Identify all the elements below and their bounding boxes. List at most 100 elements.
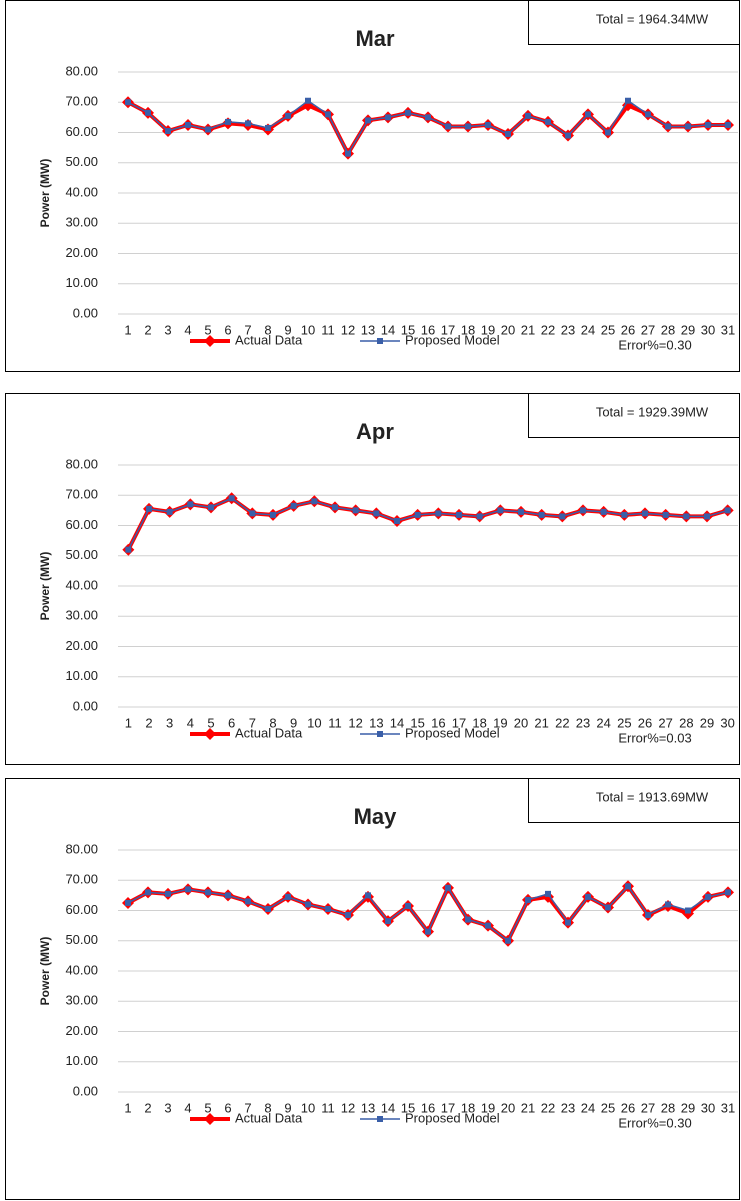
x-tick-label: 1 <box>124 322 131 337</box>
x-tick-label: 4 <box>184 322 191 337</box>
y-axis-label: Power (MW) <box>38 552 52 621</box>
marker <box>545 890 551 897</box>
marker <box>208 504 214 511</box>
x-tick-label: 25 <box>617 715 631 730</box>
marker <box>621 511 628 518</box>
x-tick-label: 2 <box>144 322 151 337</box>
total-box <box>528 393 740 438</box>
x-tick-label: 31 <box>721 1100 735 1115</box>
x-tick-label: 8 <box>264 322 271 337</box>
y-tick-label: 80.00 <box>65 63 98 78</box>
x-tick-label: 16 <box>421 322 435 337</box>
marker <box>525 112 531 119</box>
marker <box>145 109 151 116</box>
marker <box>352 507 359 514</box>
x-tick-label: 15 <box>410 715 424 730</box>
y-tick-label: 50.00 <box>65 154 98 169</box>
marker <box>665 901 671 908</box>
marker <box>325 111 331 118</box>
y-axis-label: Power (MW) <box>38 159 52 228</box>
y-tick-label: 50.00 <box>65 932 98 947</box>
marker <box>165 127 171 134</box>
marker <box>645 912 651 919</box>
y-tick-label: 30.00 <box>65 215 98 230</box>
x-tick-label: 20 <box>501 1100 515 1115</box>
marker <box>225 892 231 899</box>
series-line <box>127 100 728 158</box>
x-tick-label: 11 <box>321 1100 335 1115</box>
x-tick-label: 8 <box>269 715 276 730</box>
marker <box>125 99 131 106</box>
marker <box>445 123 451 130</box>
marker <box>497 507 504 514</box>
x-tick-label: 25 <box>601 1100 615 1115</box>
marker <box>165 890 171 897</box>
y-tick-label: 0.00 <box>73 305 98 320</box>
x-tick-label: 12 <box>348 715 362 730</box>
x-tick-label: 13 <box>361 322 375 337</box>
x-tick-label: 9 <box>290 715 297 730</box>
x-tick-label: 23 <box>561 322 575 337</box>
y-tick-label: 30.00 <box>65 608 98 623</box>
marker <box>665 123 671 130</box>
marker <box>476 513 483 520</box>
y-tick-label: 10.00 <box>65 668 98 683</box>
x-tick-label: 17 <box>452 715 466 730</box>
y-tick-label: 60.00 <box>65 902 98 917</box>
marker <box>205 889 211 896</box>
x-tick-label: 11 <box>321 322 335 337</box>
y-tick-label: 70.00 <box>65 872 98 887</box>
marker <box>565 919 571 926</box>
panel-frame <box>5 393 740 765</box>
x-tick-label: 14 <box>381 322 395 337</box>
marker <box>505 131 511 138</box>
marker <box>505 937 511 944</box>
x-tick-label: 4 <box>184 1100 191 1115</box>
x-tick-label: 21 <box>534 715 548 730</box>
x-tick-label: 2 <box>145 715 152 730</box>
x-tick-label: 28 <box>661 322 675 337</box>
marker <box>705 121 711 128</box>
marker <box>585 893 591 900</box>
legend-label: Proposed Model <box>405 1110 500 1125</box>
marker <box>332 504 338 511</box>
x-tick-label: 17 <box>441 1100 455 1115</box>
chart-title: Apr <box>356 419 394 444</box>
x-tick-label: 13 <box>369 715 383 730</box>
x-tick-label: 23 <box>576 715 590 730</box>
marker <box>580 507 586 514</box>
legend-marker <box>204 728 216 740</box>
legend-label: Proposed Model <box>405 332 500 347</box>
x-tick-label: 30 <box>701 1100 715 1115</box>
marker <box>305 97 311 104</box>
y-tick-label: 40.00 <box>65 577 98 592</box>
marker <box>405 902 411 909</box>
x-tick-label: 20 <box>501 322 515 337</box>
x-tick-label: 2 <box>144 1100 151 1115</box>
marker <box>685 123 691 130</box>
y-tick-label: 10.00 <box>65 275 98 290</box>
x-tick-label: 7 <box>244 322 251 337</box>
marker <box>600 508 607 515</box>
total-annotation: Total = 1964.34MW <box>596 11 709 26</box>
x-tick-label: 14 <box>390 715 404 730</box>
y-tick-label: 50.00 <box>65 547 98 562</box>
x-tick-label: 3 <box>166 715 173 730</box>
x-tick-label: 11 <box>328 715 342 730</box>
x-tick-label: 18 <box>472 715 486 730</box>
x-tick-label: 22 <box>541 322 555 337</box>
marker <box>166 508 173 515</box>
marker <box>185 121 191 128</box>
marker <box>145 889 151 896</box>
marker <box>525 896 531 903</box>
legend-label: Actual Data <box>235 1110 303 1125</box>
x-tick-label: 25 <box>601 322 615 337</box>
series-line <box>127 497 728 551</box>
marker <box>187 501 194 508</box>
x-tick-label: 16 <box>421 1100 435 1115</box>
marker <box>245 898 251 905</box>
x-tick-label: 27 <box>641 322 655 337</box>
y-tick-label: 20.00 <box>65 245 98 260</box>
marker <box>725 121 731 128</box>
y-tick-label: 20.00 <box>65 1023 98 1038</box>
